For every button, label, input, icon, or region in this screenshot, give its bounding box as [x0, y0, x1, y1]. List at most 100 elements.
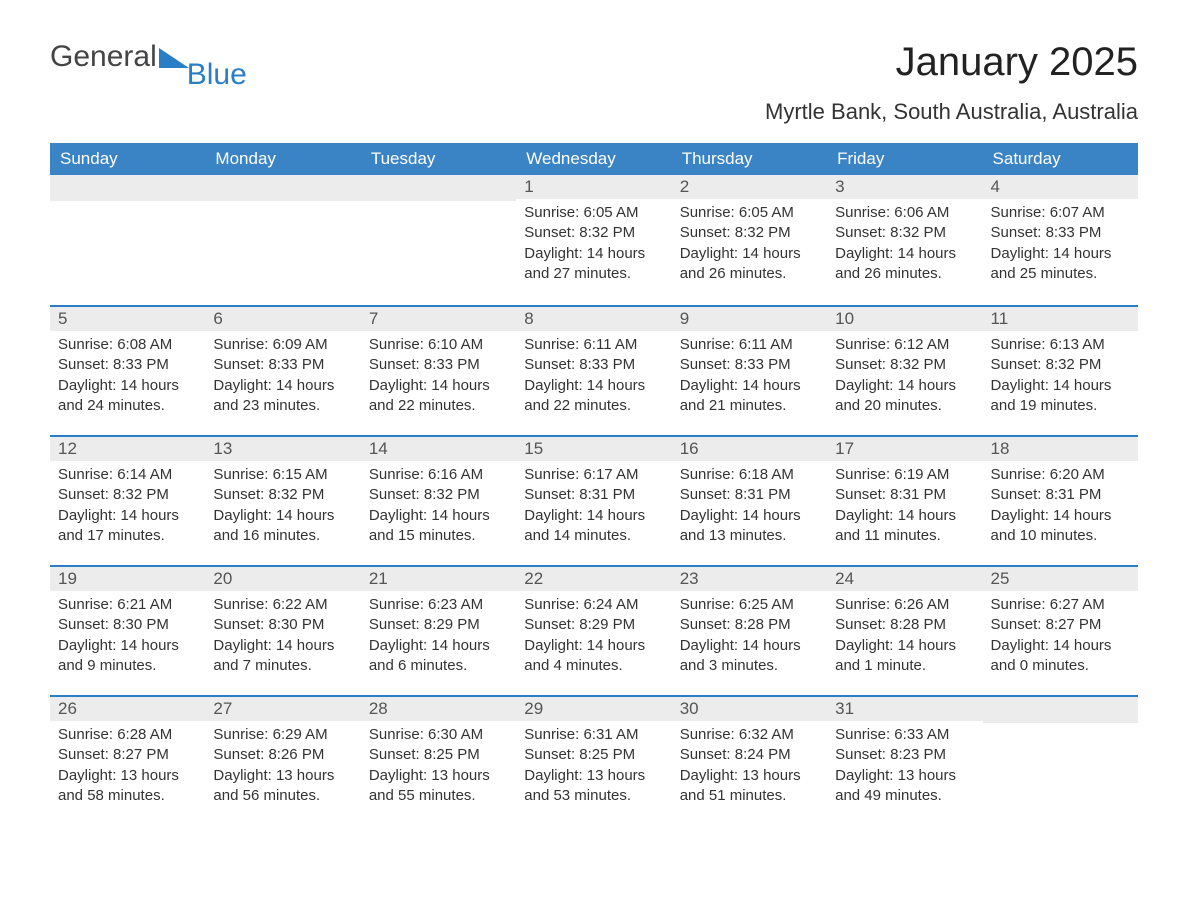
- daylight-line-1: Daylight: 14 hours: [835, 376, 974, 396]
- daylight-line-1: Daylight: 14 hours: [213, 636, 352, 656]
- daylight-line-1: Daylight: 14 hours: [680, 376, 819, 396]
- sunrise-text: Sunrise: 6:18 AM: [680, 465, 819, 485]
- day-number: 31: [827, 695, 982, 721]
- sunset-text: Sunset: 8:33 PM: [680, 355, 819, 375]
- sunset-text: Sunset: 8:23 PM: [835, 745, 974, 765]
- day-number: 15: [516, 435, 671, 461]
- daylight-line-1: Daylight: 14 hours: [369, 506, 508, 526]
- daylight-line-2: and 26 minutes.: [680, 264, 819, 284]
- sunset-text: Sunset: 8:30 PM: [213, 615, 352, 635]
- sunset-text: Sunset: 8:32 PM: [369, 485, 508, 505]
- sunrise-text: Sunrise: 6:15 AM: [213, 465, 352, 485]
- daylight-line-1: Daylight: 14 hours: [58, 376, 197, 396]
- day-details: Sunrise: 6:05 AMSunset: 8:32 PMDaylight:…: [672, 199, 827, 292]
- day-details: Sunrise: 6:26 AMSunset: 8:28 PMDaylight:…: [827, 591, 982, 684]
- sunrise-text: Sunrise: 6:30 AM: [369, 725, 508, 745]
- day-number: 24: [827, 565, 982, 591]
- calendar-day-cell: 28Sunrise: 6:30 AMSunset: 8:25 PMDayligh…: [361, 695, 516, 825]
- sunset-text: Sunset: 8:30 PM: [58, 615, 197, 635]
- daylight-line-2: and 7 minutes.: [213, 656, 352, 676]
- calendar-day-cell: [983, 695, 1138, 825]
- daylight-line-1: Daylight: 14 hours: [369, 636, 508, 656]
- day-details: Sunrise: 6:31 AMSunset: 8:25 PMDaylight:…: [516, 721, 671, 814]
- day-number: 22: [516, 565, 671, 591]
- sunrise-text: Sunrise: 6:27 AM: [991, 595, 1130, 615]
- sunrise-text: Sunrise: 6:13 AM: [991, 335, 1130, 355]
- daylight-line-1: Daylight: 14 hours: [213, 506, 352, 526]
- daylight-line-2: and 3 minutes.: [680, 656, 819, 676]
- day-number: 7: [361, 305, 516, 331]
- day-number: 18: [983, 435, 1138, 461]
- sunrise-text: Sunrise: 6:06 AM: [835, 203, 974, 223]
- day-details: Sunrise: 6:22 AMSunset: 8:30 PMDaylight:…: [205, 591, 360, 684]
- day-number: 5: [50, 305, 205, 331]
- day-details: Sunrise: 6:11 AMSunset: 8:33 PMDaylight:…: [516, 331, 671, 424]
- weekday-header: Monday: [205, 143, 360, 175]
- daylight-line-1: Daylight: 14 hours: [58, 636, 197, 656]
- calendar-day-cell: 30Sunrise: 6:32 AMSunset: 8:24 PMDayligh…: [672, 695, 827, 825]
- daylight-line-1: Daylight: 14 hours: [680, 244, 819, 264]
- sunrise-text: Sunrise: 6:05 AM: [680, 203, 819, 223]
- daylight-line-2: and 4 minutes.: [524, 656, 663, 676]
- sunset-text: Sunset: 8:24 PM: [680, 745, 819, 765]
- daylight-line-2: and 55 minutes.: [369, 786, 508, 806]
- day-details: Sunrise: 6:21 AMSunset: 8:30 PMDaylight:…: [50, 591, 205, 684]
- calendar-table: Sunday Monday Tuesday Wednesday Thursday…: [50, 143, 1138, 825]
- calendar-week-row: 19Sunrise: 6:21 AMSunset: 8:30 PMDayligh…: [50, 565, 1138, 695]
- sunset-text: Sunset: 8:26 PM: [213, 745, 352, 765]
- sunset-text: Sunset: 8:33 PM: [369, 355, 508, 375]
- daylight-line-1: Daylight: 14 hours: [524, 636, 663, 656]
- day-number: 30: [672, 695, 827, 721]
- daylight-line-2: and 56 minutes.: [213, 786, 352, 806]
- day-details: Sunrise: 6:27 AMSunset: 8:27 PMDaylight:…: [983, 591, 1138, 684]
- daylight-line-2: and 17 minutes.: [58, 526, 197, 546]
- sunset-text: Sunset: 8:32 PM: [835, 355, 974, 375]
- sunrise-text: Sunrise: 6:19 AM: [835, 465, 974, 485]
- day-number: 20: [205, 565, 360, 591]
- day-number: 19: [50, 565, 205, 591]
- daylight-line-1: Daylight: 14 hours: [991, 244, 1130, 264]
- weekday-header: Wednesday: [516, 143, 671, 175]
- calendar-day-cell: 18Sunrise: 6:20 AMSunset: 8:31 PMDayligh…: [983, 435, 1138, 565]
- calendar-day-cell: 23Sunrise: 6:25 AMSunset: 8:28 PMDayligh…: [672, 565, 827, 695]
- sunrise-text: Sunrise: 6:08 AM: [58, 335, 197, 355]
- sunrise-text: Sunrise: 6:11 AM: [524, 335, 663, 355]
- daylight-line-2: and 14 minutes.: [524, 526, 663, 546]
- sunrise-text: Sunrise: 6:07 AM: [991, 203, 1130, 223]
- day-number: 12: [50, 435, 205, 461]
- daylight-line-2: and 16 minutes.: [213, 526, 352, 546]
- calendar-day-cell: 31Sunrise: 6:33 AMSunset: 8:23 PMDayligh…: [827, 695, 982, 825]
- daylight-line-2: and 21 minutes.: [680, 396, 819, 416]
- day-details: Sunrise: 6:05 AMSunset: 8:32 PMDaylight:…: [516, 199, 671, 292]
- calendar-day-cell: 6Sunrise: 6:09 AMSunset: 8:33 PMDaylight…: [205, 305, 360, 435]
- logo-word-1: General: [50, 40, 157, 74]
- daylight-line-2: and 6 minutes.: [369, 656, 508, 676]
- day-details: Sunrise: 6:10 AMSunset: 8:33 PMDaylight:…: [361, 331, 516, 424]
- calendar-day-cell: 10Sunrise: 6:12 AMSunset: 8:32 PMDayligh…: [827, 305, 982, 435]
- weekday-header: Saturday: [983, 143, 1138, 175]
- daylight-line-2: and 15 minutes.: [369, 526, 508, 546]
- day-number: 17: [827, 435, 982, 461]
- calendar-day-cell: 11Sunrise: 6:13 AMSunset: 8:32 PMDayligh…: [983, 305, 1138, 435]
- sunset-text: Sunset: 8:27 PM: [991, 615, 1130, 635]
- calendar-day-cell: 1Sunrise: 6:05 AMSunset: 8:32 PMDaylight…: [516, 175, 671, 305]
- sunset-text: Sunset: 8:25 PM: [524, 745, 663, 765]
- calendar-day-cell: 19Sunrise: 6:21 AMSunset: 8:30 PMDayligh…: [50, 565, 205, 695]
- sunset-text: Sunset: 8:31 PM: [680, 485, 819, 505]
- sunset-text: Sunset: 8:25 PM: [369, 745, 508, 765]
- calendar-day-cell: 8Sunrise: 6:11 AMSunset: 8:33 PMDaylight…: [516, 305, 671, 435]
- day-number: 8: [516, 305, 671, 331]
- sunset-text: Sunset: 8:31 PM: [835, 485, 974, 505]
- calendar-week-row: 5Sunrise: 6:08 AMSunset: 8:33 PMDaylight…: [50, 305, 1138, 435]
- day-details: Sunrise: 6:13 AMSunset: 8:32 PMDaylight:…: [983, 331, 1138, 424]
- daylight-line-2: and 53 minutes.: [524, 786, 663, 806]
- sunrise-text: Sunrise: 6:10 AM: [369, 335, 508, 355]
- sunset-text: Sunset: 8:33 PM: [213, 355, 352, 375]
- sunrise-text: Sunrise: 6:28 AM: [58, 725, 197, 745]
- daylight-line-1: Daylight: 13 hours: [369, 766, 508, 786]
- sunset-text: Sunset: 8:32 PM: [213, 485, 352, 505]
- logo-word-2: Blue: [187, 58, 247, 92]
- day-number: 21: [361, 565, 516, 591]
- location-subtitle: Myrtle Bank, South Australia, Australia: [765, 99, 1138, 125]
- sunrise-text: Sunrise: 6:23 AM: [369, 595, 508, 615]
